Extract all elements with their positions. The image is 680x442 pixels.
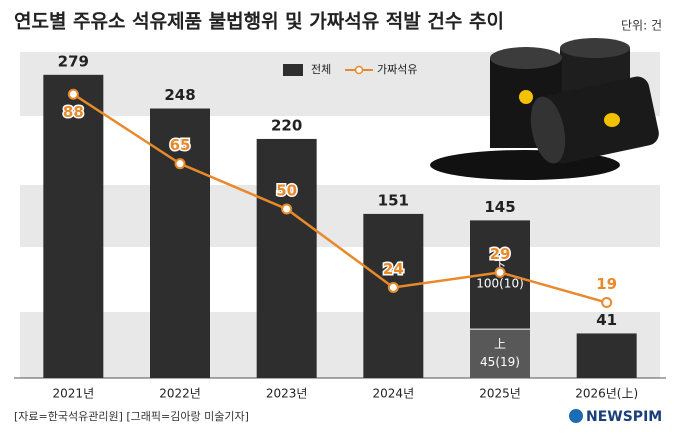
logo-icon <box>569 409 583 423</box>
band <box>20 312 660 378</box>
bar-value-label: 145 <box>484 198 515 216</box>
source: [자료=한국석유관리원] [그래픽=김아랑 미술기자] <box>14 410 249 423</box>
x-tick-label: 2024년 <box>373 387 415 401</box>
line-value-label: 29 <box>490 245 511 263</box>
unit: 단위: 건 <box>621 19 662 33</box>
bar <box>43 74 104 378</box>
line-value-label: 50 <box>276 181 297 199</box>
segment-name: 上 <box>494 337 506 351</box>
line-value-label: 88 <box>63 103 84 121</box>
legend-swatch <box>283 64 303 76</box>
line-value-label: 65 <box>170 136 191 154</box>
bar-value-label: 41 <box>596 311 617 329</box>
logo: NEWSPIM <box>586 409 662 425</box>
bar <box>150 108 210 379</box>
line <box>72 93 608 304</box>
bar <box>576 333 637 378</box>
line-point <box>174 158 186 170</box>
legend-label: 가짜석유 <box>377 63 417 76</box>
line-point <box>601 297 613 309</box>
bar-value-label: 279 <box>58 52 89 70</box>
x-tick-label: 2026년(上) <box>575 387 638 401</box>
segment-label: 100(10) <box>476 276 524 290</box>
legend-swatch <box>354 65 364 75</box>
x-tick-label: 2022년 <box>159 387 201 401</box>
bar-value-label: 248 <box>164 86 195 104</box>
barrels <box>430 38 659 180</box>
bar <box>256 138 317 378</box>
line-value-label: 24 <box>383 260 404 278</box>
line-point <box>387 281 399 293</box>
line-point <box>281 203 293 215</box>
line-point <box>494 266 506 278</box>
x-tick-label: 2023년 <box>266 387 308 401</box>
segment-label: 45(19) <box>480 355 520 369</box>
chart-title: 연도별 주유소 석유제품 불법행위 및 가짜석유 적발 건수 추이 <box>14 11 504 33</box>
line-point <box>67 88 79 100</box>
bar-value-label: 151 <box>378 191 409 209</box>
line-value-label: 19 <box>596 275 617 293</box>
band <box>20 185 660 247</box>
legend-label: 전체 <box>311 63 331 76</box>
bar-segment <box>470 329 530 378</box>
bar-value-label: 220 <box>271 116 302 134</box>
x-tick-label: 2025년 <box>479 387 521 401</box>
bar <box>363 213 424 378</box>
x-tick-label: 2021년 <box>53 387 95 401</box>
